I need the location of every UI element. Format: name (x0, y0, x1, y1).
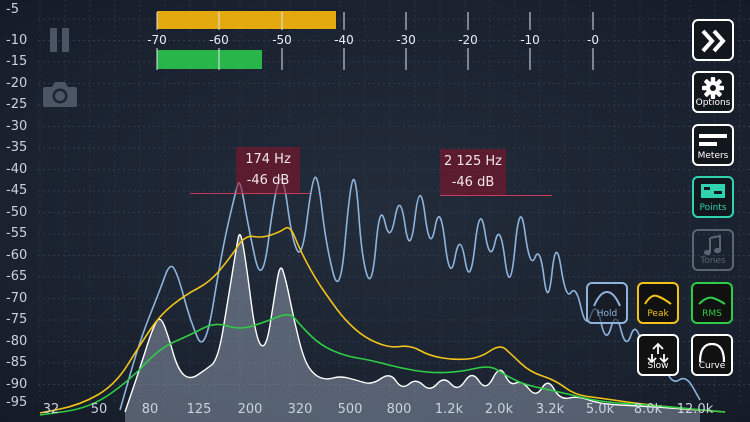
meters-label: Meters (697, 151, 729, 161)
freq-label: 5.0k (585, 402, 615, 417)
rms-label: RMS (702, 309, 722, 319)
db-label: -40 (6, 162, 28, 177)
slow-button[interactable]: Slow (637, 334, 679, 376)
db-label: -80 (6, 334, 28, 349)
db-label: -90 (6, 377, 28, 392)
freq-label: 50 (90, 402, 108, 417)
music-note-icon (704, 234, 721, 256)
freq-label: 125 (186, 402, 212, 417)
curve-label: Curve (698, 361, 726, 371)
marker-frequency: 174 Hz (245, 152, 291, 167)
db-label: -45 (6, 183, 28, 198)
curve-button[interactable]: Curve (691, 334, 733, 376)
tones-label: Tones (700, 256, 726, 266)
rms-curve-line (39, 314, 726, 416)
marker-frequency: 2 125 Hz (444, 154, 502, 169)
freq-label: 3.2k (535, 402, 565, 417)
meter-tick-label: -70 (147, 33, 167, 47)
pause-icon (50, 28, 69, 52)
freq-label: 800 (386, 402, 412, 417)
db-label: -30 (6, 119, 28, 134)
tones-button[interactable]: Tones (692, 229, 734, 271)
double-chevron-right-icon (701, 29, 726, 53)
rms-level-bar (157, 50, 262, 69)
marker-1-line (190, 193, 310, 194)
freq-label: 12.0k (676, 402, 714, 417)
spectrum-fill-area (125, 234, 700, 422)
db-label: -65 (6, 269, 28, 284)
db-label: -20 (6, 76, 28, 91)
db-label: -15 (6, 54, 28, 69)
marker-level: -46 dB (451, 175, 495, 190)
freq-label: 1.2k (434, 402, 464, 417)
hold-label: Hold (596, 309, 618, 319)
spectrum-smoothed-line (124, 233, 701, 413)
hold-button[interactable]: Hold (586, 282, 628, 324)
db-label: -95 (6, 395, 28, 410)
freq-label: 80 (141, 402, 159, 417)
hold-curve-icon (593, 290, 621, 307)
meters-icon (699, 134, 727, 146)
freq-label: 8.0k (633, 402, 663, 417)
freq-label: 2.0k (484, 402, 514, 417)
curve-icon (698, 342, 726, 363)
slow-arrows-icon (647, 342, 669, 364)
frequency-marker-1[interactable]: 174 Hz -46 dB (236, 147, 300, 193)
db-label: -10 (6, 33, 28, 48)
camera-icon (43, 82, 77, 107)
db-label: -5 (6, 2, 19, 17)
db-label: -55 (6, 226, 28, 241)
options-label: Options (695, 98, 731, 108)
meters-button[interactable]: Meters (692, 124, 734, 166)
marker-2-line (440, 195, 552, 196)
db-label: -70 (6, 291, 28, 306)
peak-curve-line (39, 226, 726, 414)
db-label: -75 (6, 312, 28, 327)
meter-tick-label: -20 (458, 33, 478, 47)
db-label: -35 (6, 140, 28, 155)
peak-curve-icon (644, 294, 672, 305)
level-meter-ticks (156, 12, 594, 70)
peak-label: Peak (647, 309, 669, 319)
points-label: Points (699, 203, 727, 213)
rms-curve-icon (698, 296, 726, 305)
forward-button[interactable] (692, 19, 734, 61)
rms-button[interactable]: RMS (691, 282, 733, 324)
frequency-marker-2[interactable]: 2 125 Hz -46 dB (440, 149, 506, 195)
db-label: -50 (6, 205, 28, 220)
meter-tick-label: -0 (587, 33, 599, 47)
pause-button[interactable] (48, 27, 72, 53)
meter-tick-label: -40 (334, 33, 354, 47)
options-button[interactable]: Options (692, 71, 734, 113)
gear-icon (702, 77, 724, 99)
points-icon (701, 184, 725, 198)
meter-tick-label: -30 (396, 33, 416, 47)
meter-tick-label: -10 (520, 33, 540, 47)
freq-label: 32 (42, 402, 60, 417)
freq-label: 200 (237, 402, 263, 417)
points-button[interactable]: Points (692, 176, 734, 218)
freq-label: 500 (337, 402, 363, 417)
db-label: -25 (6, 97, 28, 112)
slow-label: Slow (647, 361, 669, 371)
peak-level-bar (157, 11, 336, 29)
meter-tick-label: -50 (272, 33, 292, 47)
peak-button[interactable]: Peak (637, 282, 679, 324)
marker-level: -46 dB (246, 173, 290, 188)
db-label: -60 (6, 248, 28, 263)
meter-tick-label: -60 (209, 33, 229, 47)
freq-label: 320 (287, 402, 313, 417)
db-label: -85 (6, 355, 28, 370)
screenshot-button[interactable] (42, 80, 78, 108)
